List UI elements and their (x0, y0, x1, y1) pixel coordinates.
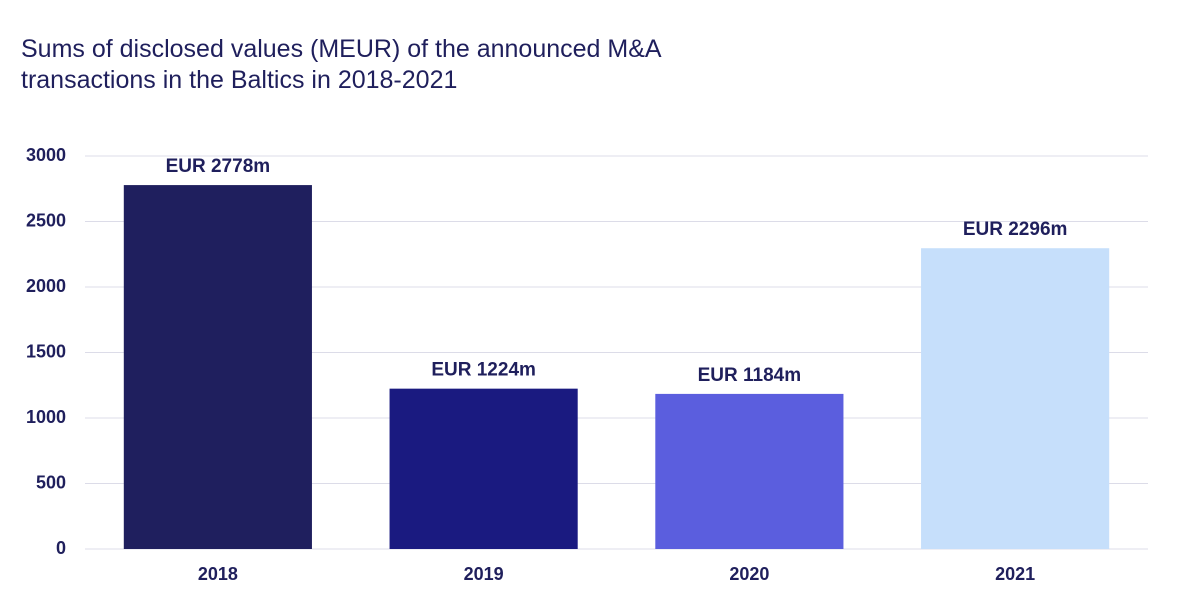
chart-title: Sums of disclosed values (MEUR) of the a… (21, 35, 661, 94)
value-label: EUR 1184m (698, 365, 802, 386)
value-label: EUR 2296m (963, 219, 1068, 240)
y-tick-label: 1500 (26, 341, 66, 361)
x-tick-label: 2019 (464, 564, 504, 584)
bar (123, 185, 312, 549)
y-tick-label: 0 (56, 538, 66, 558)
bar (655, 393, 844, 549)
y-tick-label: 2000 (26, 276, 66, 296)
bar (921, 248, 1110, 549)
value-label: EUR 2778m (166, 156, 271, 177)
y-tick-label: 2500 (26, 210, 66, 230)
x-tick-label: 2020 (729, 564, 769, 584)
y-tick-label: 3000 (26, 145, 66, 165)
value-label: EUR 1224m (431, 360, 536, 381)
y-tick-label: 1000 (26, 407, 66, 427)
x-tick-label: 2018 (198, 564, 238, 584)
y-tick-label: 500 (36, 472, 66, 492)
x-tick-label: 2021 (995, 564, 1035, 584)
bar (389, 388, 578, 549)
